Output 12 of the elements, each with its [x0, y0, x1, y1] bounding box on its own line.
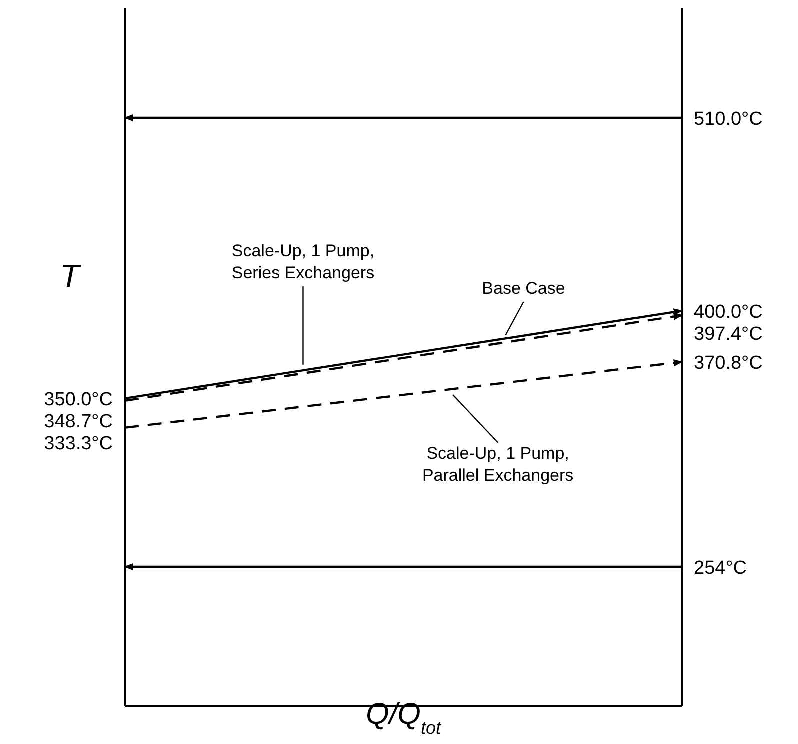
- y-axis-title: T: [60, 258, 82, 294]
- series-label: Base Case: [482, 278, 566, 298]
- data-label: 397.4°C: [694, 324, 763, 345]
- data-label: 348.7°C: [44, 412, 113, 433]
- data-label: 370.8°C: [694, 353, 763, 374]
- data-label: 350.0°C: [44, 390, 113, 411]
- text: Scale-Up, 1 Pump, Series Exchangers: [232, 242, 375, 283]
- data-label: 400.0°C: [694, 302, 763, 323]
- data-label: 254°C: [694, 558, 748, 579]
- data-label: 333.3°C: [44, 434, 113, 455]
- text: Scale-Up, 1 Pump, Parallel Exchangers: [422, 444, 574, 485]
- data-label: 510.0°C: [694, 109, 763, 130]
